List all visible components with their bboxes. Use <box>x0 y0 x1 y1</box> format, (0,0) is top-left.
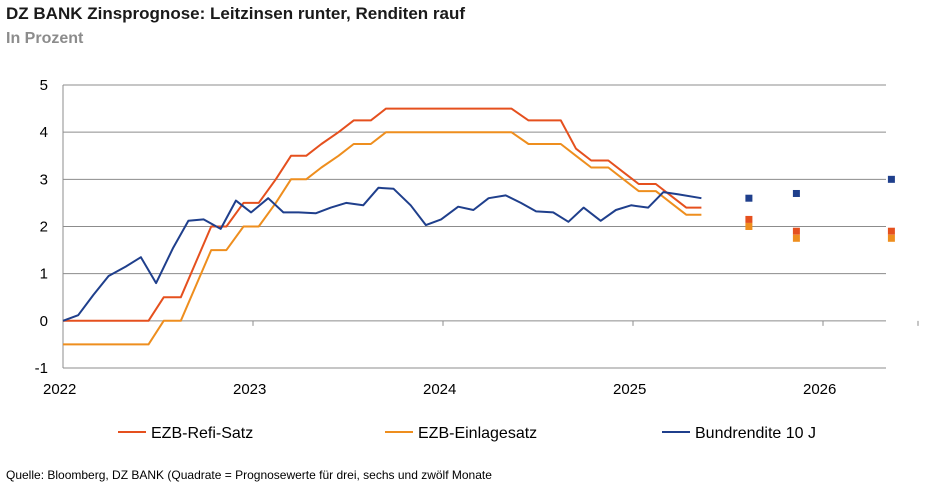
forecast-marker-ezb-einlagesatz <box>792 234 800 242</box>
y-tick-label: 4 <box>40 124 48 141</box>
forecast-markers <box>745 175 895 242</box>
chart-subtitle: In Prozent <box>6 30 84 47</box>
axes: -1 0 1 2 3 4 5 2022 2023 2024 2025 2026 <box>35 77 919 398</box>
x-tick-label: 2022 <box>43 381 76 398</box>
forecast-marker-ezb-einlagesatz <box>887 234 895 242</box>
grid-lines <box>63 84 886 369</box>
series-line-ezb-einlagesatz <box>63 131 702 346</box>
x-tick-label: 2026 <box>803 381 836 398</box>
legend: EZB-Refi-Satz EZB-Einlagesatz Bundrendite … <box>118 425 816 442</box>
y-tick-label: 1 <box>40 266 48 283</box>
chart-title: DZ BANK Zinsprognose: Leitzinsen runter,… <box>6 4 466 23</box>
y-tick-label: 3 <box>40 171 48 188</box>
legend-label: EZB-Einlagesatz <box>418 425 537 442</box>
forecast-marker-ezb-refi-satz <box>887 227 895 235</box>
series-line-bundrendite-10-j <box>62 186 702 322</box>
legend-label: EZB-Refi-Satz <box>151 425 253 442</box>
series-line-ezb-refi-satz <box>63 107 702 322</box>
y-tick-label: 2 <box>40 219 48 236</box>
series-lines <box>62 107 702 346</box>
legend-label: Bundrendite 10 J <box>695 425 816 442</box>
forecast-marker-bundrendite-10-j <box>887 175 895 183</box>
forecast-marker-bundrendite-10-j <box>792 189 800 197</box>
forecast-marker-ezb-einlagesatz <box>745 223 753 230</box>
x-tick-label: 2023 <box>233 381 266 398</box>
x-tick-label: 2024 <box>423 381 456 398</box>
x-tick-label: 2025 <box>613 381 646 398</box>
y-tick-label: -1 <box>35 360 48 377</box>
y-tick-label: 5 <box>40 77 48 94</box>
source-note: Quelle: Bloomberg, DZ BANK (Quadrate = P… <box>6 468 492 482</box>
forecast-marker-ezb-refi-satz <box>792 227 800 235</box>
y-tick-label: 0 <box>40 313 48 330</box>
forecast-marker-ezb-refi-satz <box>745 215 753 223</box>
forecast-marker-bundrendite-10-j <box>745 194 753 202</box>
